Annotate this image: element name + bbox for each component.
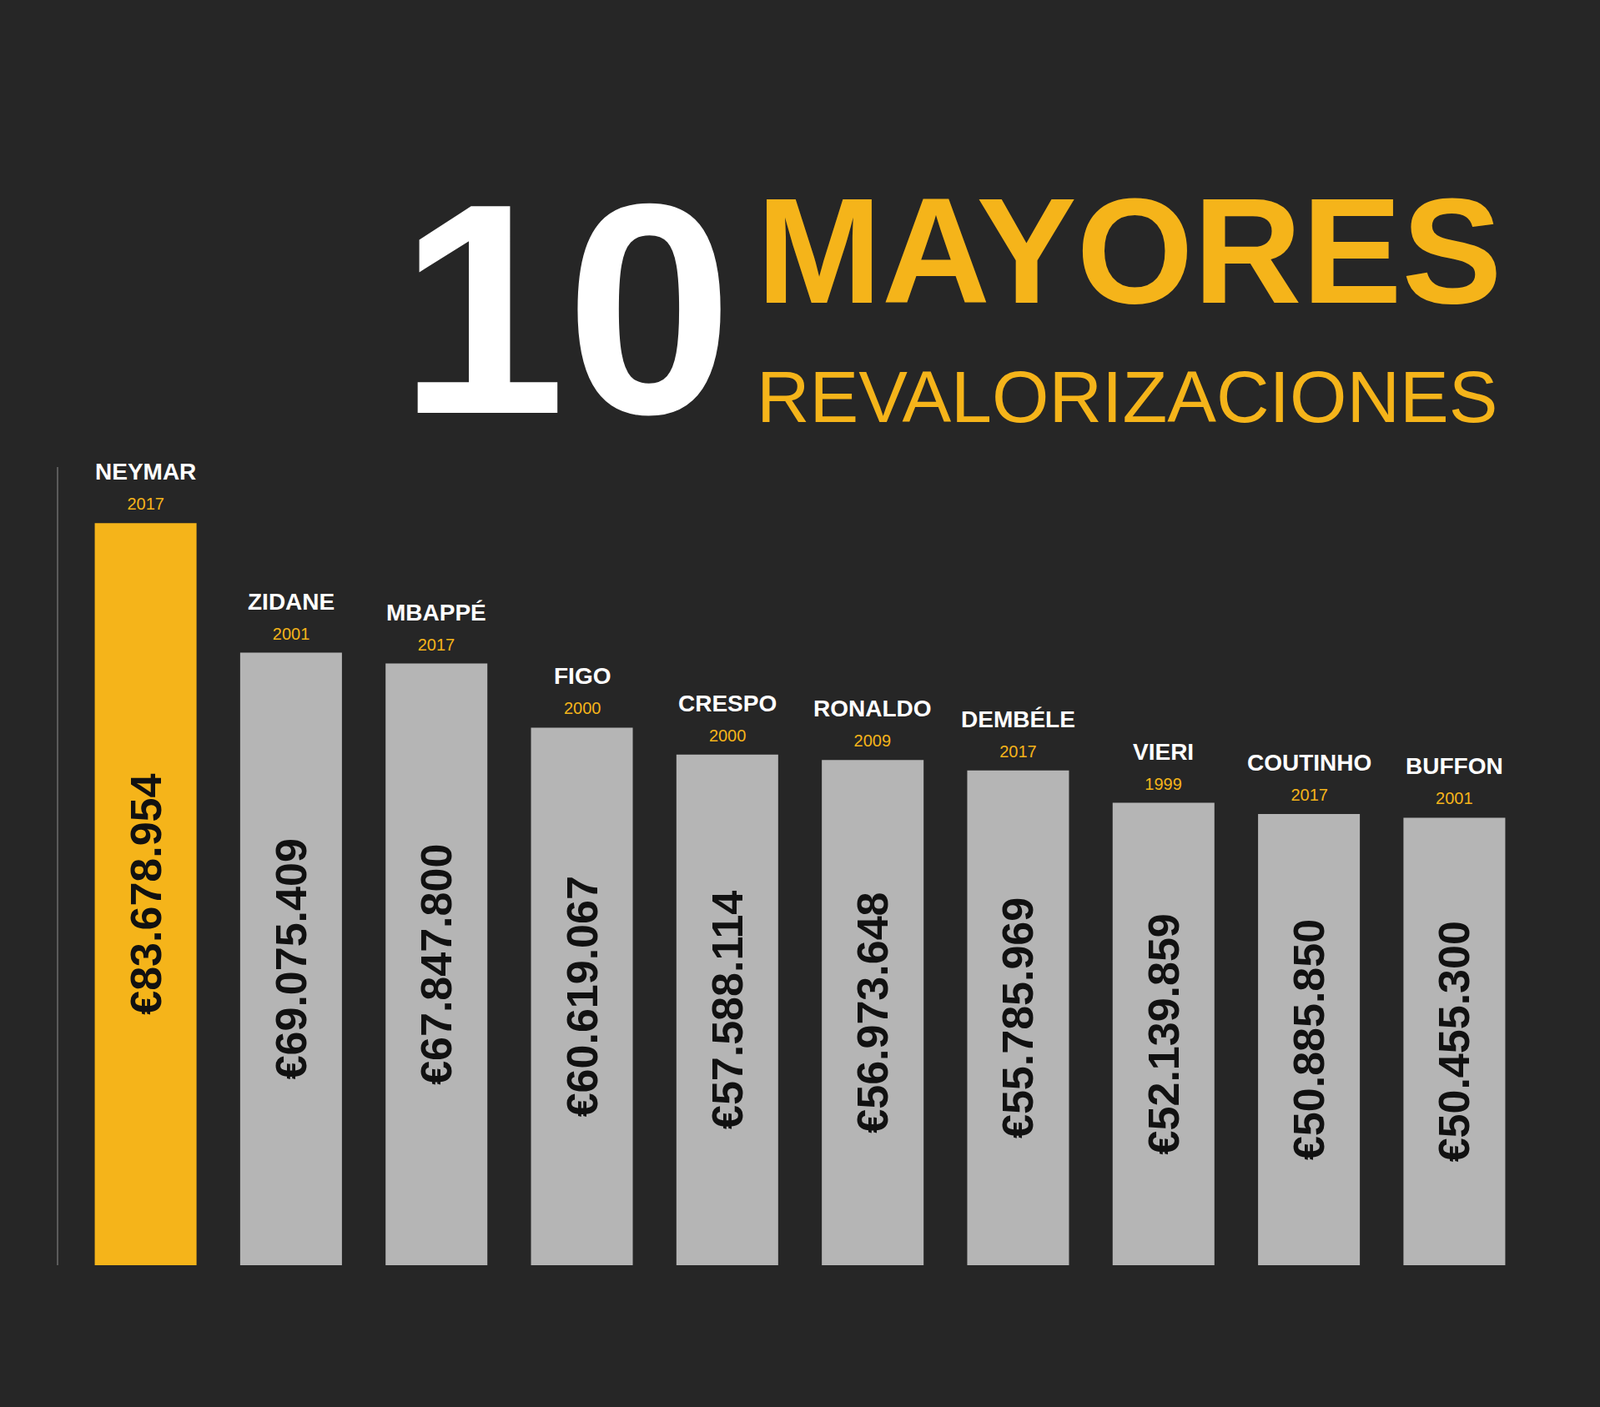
svg-text:BUFFON2001: BUFFON2001 xyxy=(1405,753,1504,808)
svg-text:ZIDANE2001: ZIDANE2001 xyxy=(247,588,335,644)
svg-text:€50.455.300: €50.455.300 xyxy=(1429,920,1479,1163)
svg-text:10: 10 xyxy=(398,140,733,477)
svg-text:€57.588.114: €57.588.114 xyxy=(703,890,752,1130)
svg-text:COUTINHO2017: COUTINHO2017 xyxy=(1247,749,1372,805)
svg-text:MBAPPÉ2017: MBAPPÉ2017 xyxy=(386,599,487,655)
svg-text:€83.678.954: €83.678.954 xyxy=(121,773,171,1015)
svg-text:CRESPO2000: CRESPO2000 xyxy=(678,690,777,745)
svg-text:€52.139.859: €52.139.859 xyxy=(1139,913,1188,1155)
svg-text:REVALORIZACIONES: REVALORIZACIONES xyxy=(756,355,1498,438)
svg-text:FIGO2000: FIGO2000 xyxy=(553,663,611,718)
svg-text:€56.973.648: €56.973.648 xyxy=(848,891,897,1133)
svg-text:RONALDO2009: RONALDO2009 xyxy=(813,695,932,750)
svg-text:€55.785.969: €55.785.969 xyxy=(993,897,1042,1139)
svg-text:€69.075.409: €69.075.409 xyxy=(266,838,316,1080)
svg-text:DEMBÉLE2017: DEMBÉLE2017 xyxy=(961,706,1076,761)
svg-text:€60.619.067: €60.619.067 xyxy=(558,875,607,1117)
svg-text:NEYMAR2017: NEYMAR2017 xyxy=(95,458,197,514)
svg-text:MAYORES: MAYORES xyxy=(756,166,1503,335)
svg-text:VIERI1999: VIERI1999 xyxy=(1132,739,1194,794)
svg-text:€50.885.850: €50.885.850 xyxy=(1284,919,1334,1161)
svg-text:€67.847.800: €67.847.800 xyxy=(412,844,461,1086)
